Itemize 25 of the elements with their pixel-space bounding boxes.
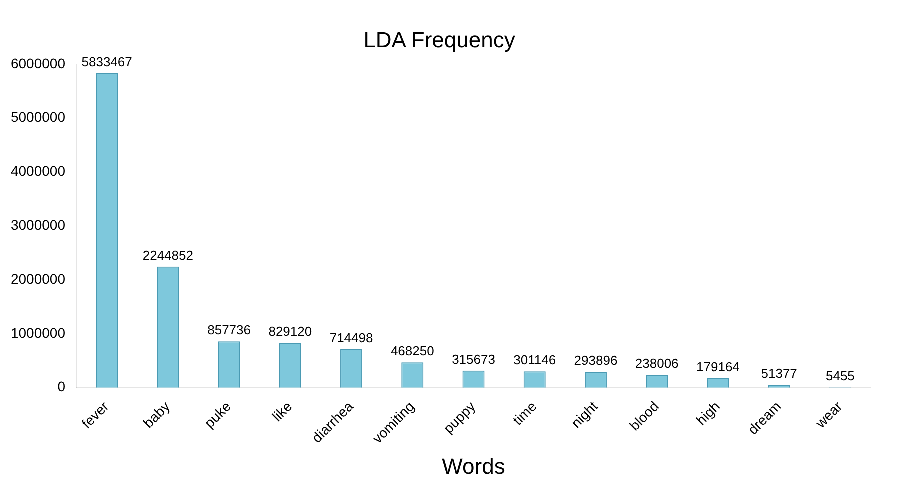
y-tick-label: 3000000 — [10, 216, 66, 233]
y-tick-label: 6000000 — [10, 55, 66, 72]
x-tick-label: high — [693, 398, 724, 428]
data-label: 315673 — [452, 352, 496, 367]
data-label: 238006 — [635, 356, 679, 372]
x-axis-title: Words — [442, 454, 506, 479]
data-label: 5833467 — [82, 54, 132, 70]
data-label: 301146 — [514, 352, 556, 368]
data-label: 51377 — [761, 366, 798, 382]
x-tick-label: time — [510, 398, 540, 428]
chart-title: LDA Frequency — [364, 27, 516, 52]
y-tick-label: 1000000 — [10, 324, 66, 341]
y-tick-label: 0 — [58, 378, 66, 395]
data-label: 714498 — [330, 330, 374, 346]
data-label: 468250 — [390, 344, 434, 359]
data-label: 5455 — [826, 368, 855, 384]
x-tick-label: like — [269, 398, 296, 425]
data-label: 179164 — [696, 359, 740, 374]
data-label: 857736 — [208, 322, 251, 338]
data-label: 829120 — [268, 324, 312, 340]
data-label: 293896 — [574, 353, 618, 368]
y-tick-label: 4000000 — [10, 163, 66, 180]
data-label: 2244852 — [142, 248, 194, 263]
y-tick-label: 2000000 — [10, 270, 66, 287]
y-tick-label: 5000000 — [10, 109, 66, 126]
